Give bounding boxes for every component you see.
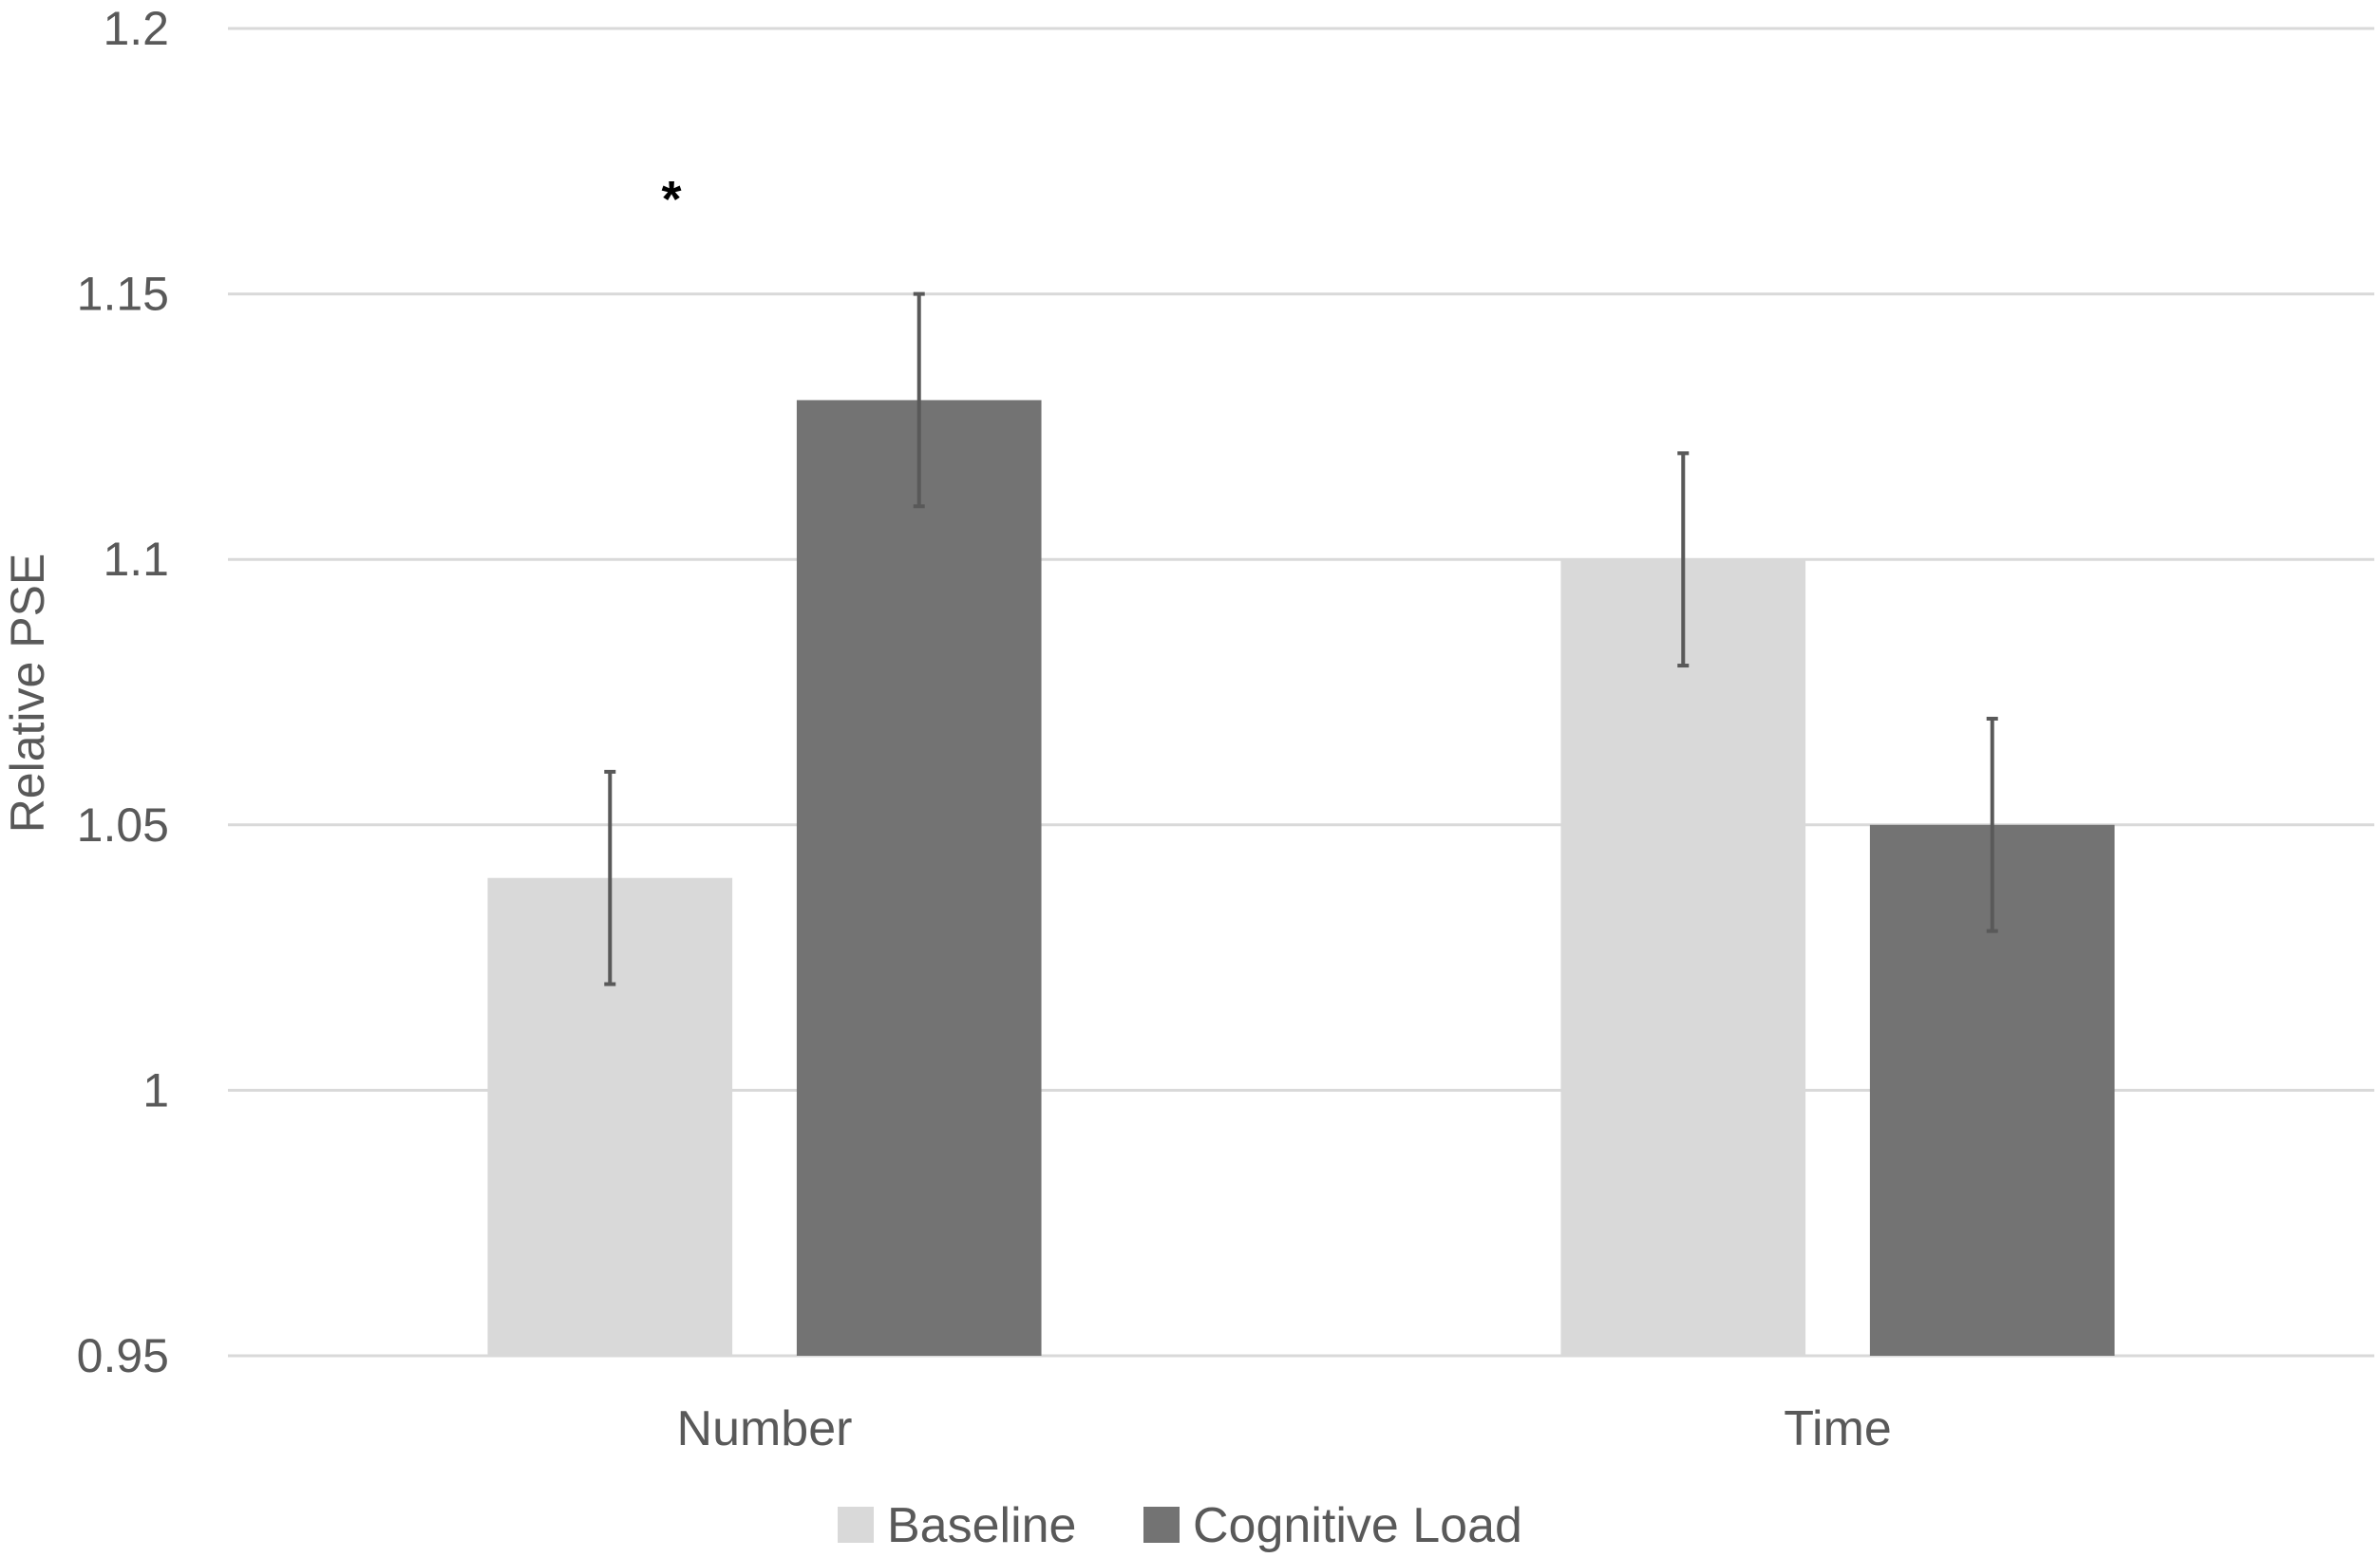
error-bar [1677,451,1690,668]
y-tick-label: 1.1 [103,533,169,586]
x-category-label: Time [1784,1401,1892,1456]
bars [487,400,2115,1356]
y-tick-label: 1.2 [103,2,169,55]
bar-baseline-time [1560,559,1806,1356]
annotations: * [661,171,681,228]
legend-item: Baseline [838,1498,1076,1553]
legend-swatch [1143,1507,1180,1543]
legend-item: Cognitive Load [1143,1498,1522,1553]
legend: Baseline Cognitive Load [838,1498,1522,1553]
error-bar [1986,716,1998,933]
legend-swatch [838,1507,874,1543]
y-tick-label: 1 [142,1063,169,1117]
y-axis-title: Relative PSE [1,554,54,834]
legend-label: Baseline [887,1498,1076,1553]
x-axis-category-labels: Number Time [677,1401,1892,1456]
legend-label: Cognitive Load [1193,1498,1522,1553]
x-category-label: Number [677,1401,853,1456]
significance-marker: * [661,171,681,228]
error-bars [604,291,1998,986]
y-tick-label: 0.95 [77,1329,169,1382]
y-tick-label: 1.15 [77,268,169,321]
y-axis-tick-labels: 0.95 1 1.05 1.1 1.15 1.2 [77,2,169,1382]
error-bar [913,291,925,509]
y-tick-label: 1.05 [77,798,169,852]
bar-cognitive-load-number [796,400,1042,1356]
error-bar [604,769,616,986]
